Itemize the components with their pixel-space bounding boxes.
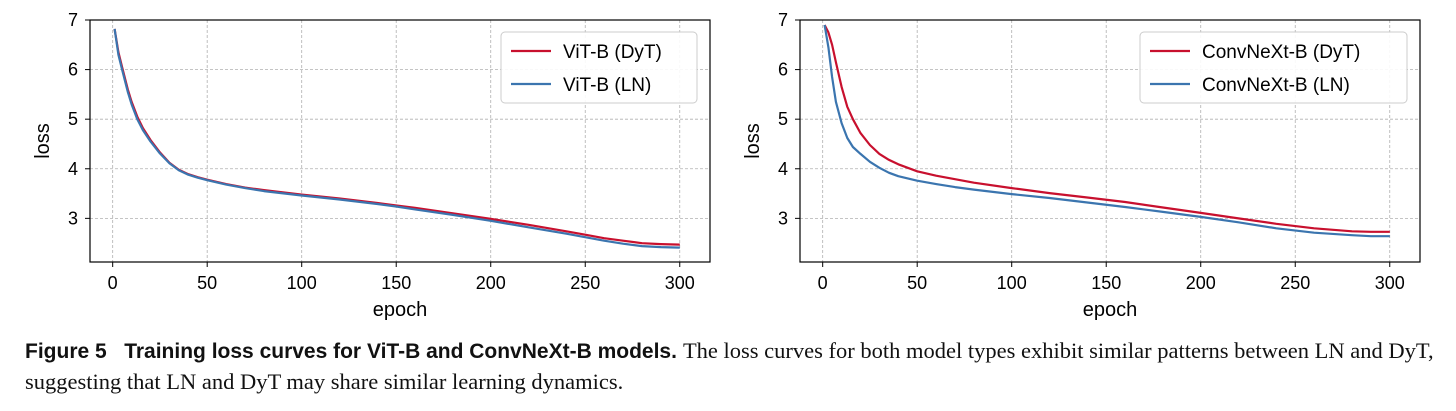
x-tick-label: 300 [1375,273,1405,293]
y-axis-label: loss [742,123,764,159]
y-axis-label: loss [32,123,54,159]
y-tick-label: 6 [778,60,788,80]
series-line-vit-b-ln [113,28,680,249]
x-tick-label: 0 [108,273,118,293]
legend-label: ViT-B (DyT) [563,42,662,63]
x-axis-label: epoch [373,299,428,321]
legend-box [500,31,698,104]
x-tick-label: 150 [1091,273,1121,293]
y-tick-label: 3 [778,208,788,228]
series-line-convnext-b-dyt [823,24,1390,233]
y-tick-label: 7 [68,10,78,30]
x-tick-label: 200 [476,273,506,293]
vit-b-loss-chart: 0 50 100 150 200 250 300 3 4 5 6 7 epoch loss ViT-B (D… [32,10,711,321]
convnext-b-loss-chart: 0 50 100 150 200 250 300 3 4 5 6 7 epoch loss ConvNeXt… [742,10,1421,321]
x-tick-label: 250 [1280,273,1310,293]
series-line-convnext-b-ln [823,24,1390,238]
plot-frame [89,19,711,263]
x-tick-label: 100 [287,273,317,293]
figure-caption: Figure 5 Training loss curves for ViT-B … [25,336,1445,397]
legend-label: ConvNeXt-B (LN) [1202,75,1350,96]
x-tick-label: 250 [570,273,600,293]
y-tick-label: 5 [68,109,78,129]
y-tick-label: 5 [778,109,788,129]
y-tick-label: 6 [68,60,78,80]
plot-frame [799,19,1421,263]
x-axis-label: epoch [1083,299,1138,321]
caption-label: Figure 5 Training loss curves for ViT-B … [25,340,677,363]
legend-label: ViT-B (LN) [563,75,651,96]
x-tick-label: 50 [197,273,217,293]
x-tick-label: 50 [907,273,927,293]
x-tick-label: 200 [1186,273,1216,293]
x-tick-label: 150 [381,273,411,293]
y-tick-label: 4 [68,159,78,179]
legend-label: ConvNeXt-B (DyT) [1202,42,1360,63]
x-tick-label: 0 [818,273,828,293]
y-tick-label: 7 [778,10,788,30]
caption-text: The loss curves for both model types exh… [25,338,1434,394]
legend-box [1139,31,1408,104]
x-tick-label: 300 [665,273,695,293]
y-tick-label: 4 [778,159,788,179]
y-tick-label: 3 [68,208,78,228]
x-tick-label: 100 [997,273,1027,293]
